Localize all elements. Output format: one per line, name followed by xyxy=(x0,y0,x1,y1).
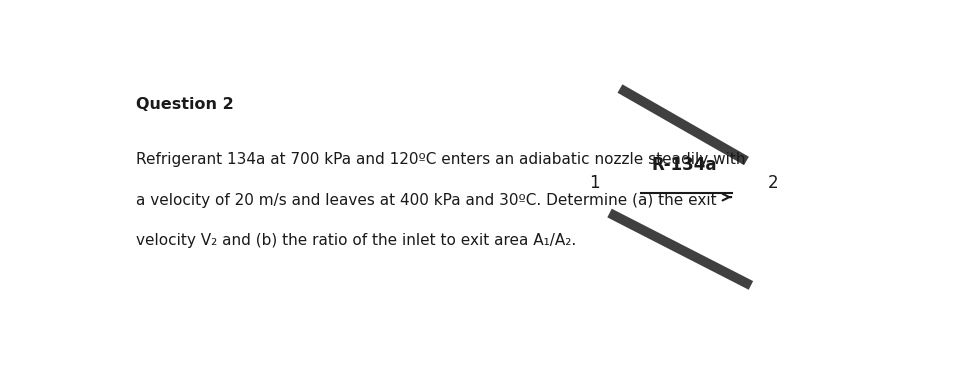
Text: velocity V₂ and (b) the ratio of the inlet to exit area A₁/A₂.: velocity V₂ and (b) the ratio of the inl… xyxy=(136,233,577,248)
Text: R-134a: R-134a xyxy=(651,156,717,174)
Text: a velocity of 20 m/s and leaves at 400 kPa and 30ºC. Determine (a) the exit: a velocity of 20 m/s and leaves at 400 k… xyxy=(136,193,717,208)
Text: Question 2: Question 2 xyxy=(136,97,234,112)
Text: Refrigerant 134a at 700 kPa and 120ºC enters an adiabatic nozzle steadily with: Refrigerant 134a at 700 kPa and 120ºC en… xyxy=(136,152,746,167)
Text: 1: 1 xyxy=(589,174,600,192)
Text: 2: 2 xyxy=(768,174,779,192)
